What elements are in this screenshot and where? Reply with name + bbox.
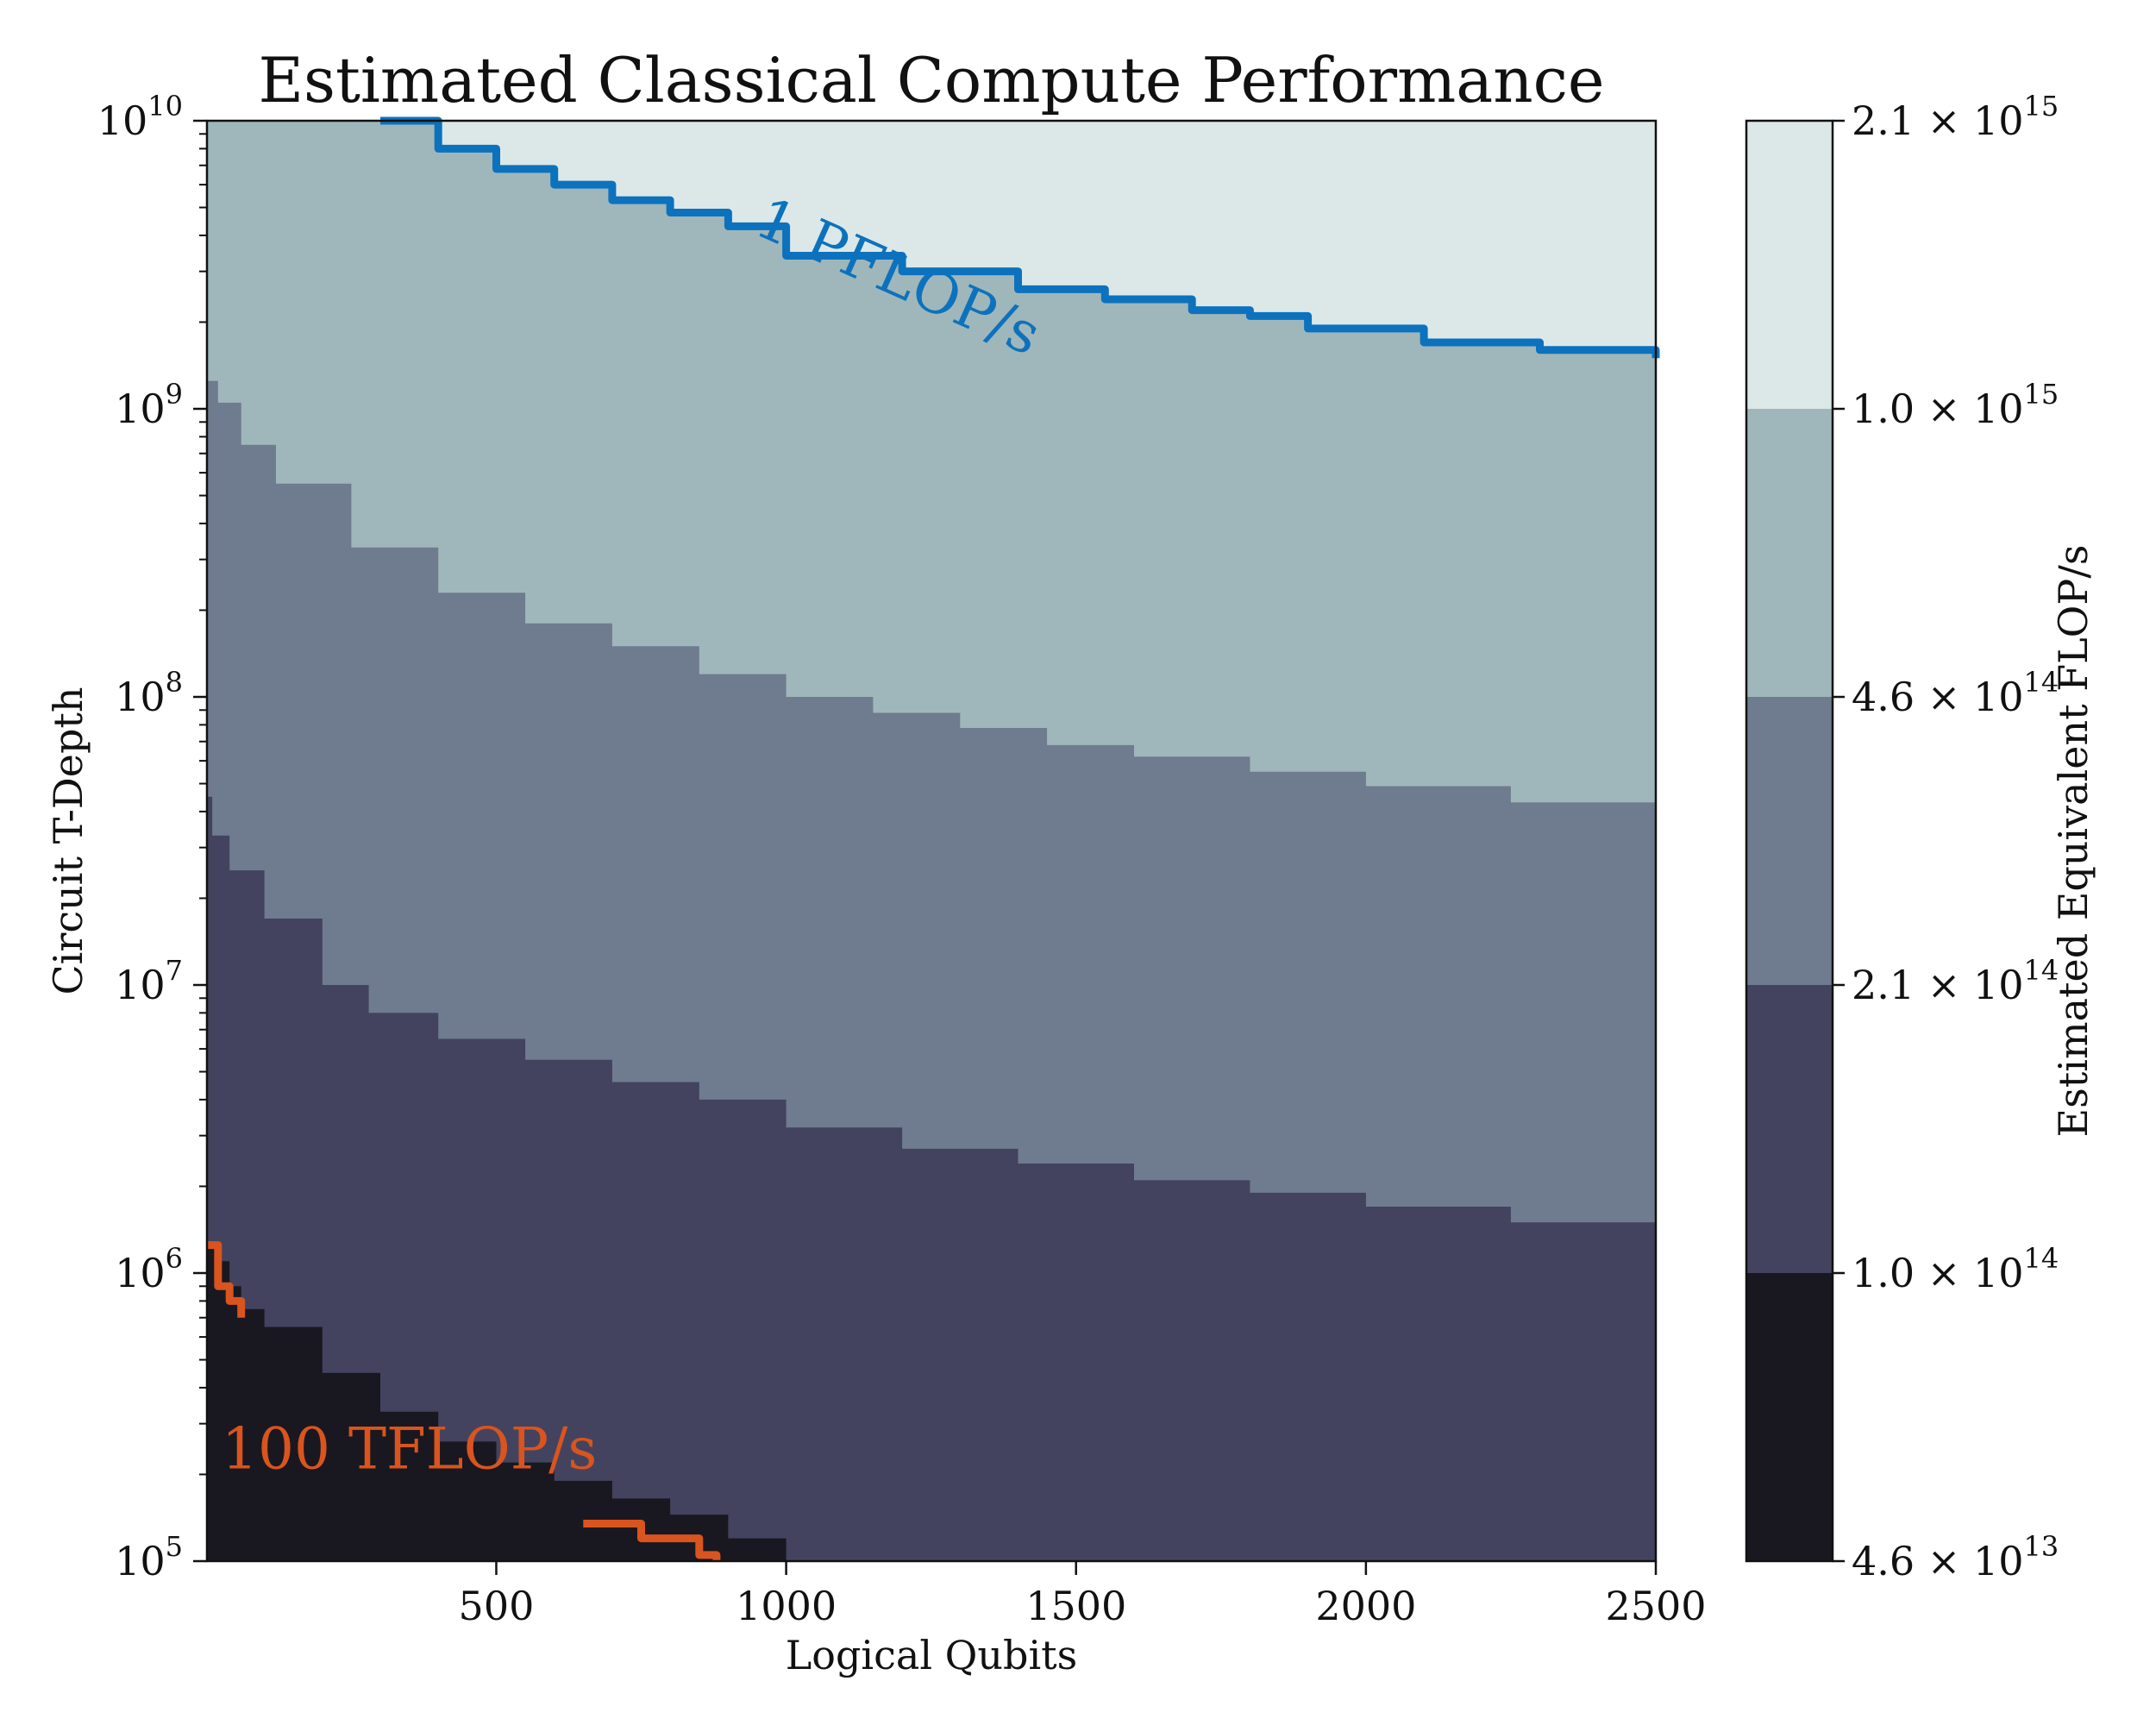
y-tick-label-1: 106 (115, 1242, 183, 1296)
colorbar: 4.6 × 1013 1.0 × 1014 2.1 × 1014 4.6 × 1014… (1745, 90, 2059, 1584)
colorbar-tick-label-2: 2.1 × 1014 (1852, 954, 2059, 1008)
y-tick-label-5: 1010 (97, 90, 183, 144)
y-tick-label-4: 109 (115, 378, 183, 432)
contour-label-1: 100 TFLOP/s (222, 1415, 597, 1482)
x-axis-ticks: 500 1000 1500 2000 2500 (459, 1561, 1707, 1629)
contour-line-0-0 (380, 116, 1660, 359)
colorbar-band-1 (1746, 985, 1833, 1273)
x-tick-label-2: 1500 (1025, 1583, 1126, 1629)
y-tick-label-3: 108 (115, 666, 183, 720)
contour-lines (207, 116, 1660, 1561)
colorbar-tick-label-4: 1.0 × 1015 (1852, 378, 2059, 432)
colorbar-tick-label-0: 4.6 × 1013 (1852, 1530, 2059, 1584)
colorbar-band-2 (1746, 697, 1833, 985)
contour-line-1-0 (207, 1241, 246, 1318)
colorbar-frame (1745, 119, 1834, 1563)
colorbar-band-3 (1746, 409, 1833, 697)
x-tick-label-4: 2500 (1605, 1583, 1706, 1629)
x-tick-label-0: 500 (459, 1583, 535, 1629)
x-tick-label-1: 1000 (736, 1583, 837, 1629)
colorbar-band-0 (1746, 1273, 1833, 1561)
contour-line-1-1 (583, 1520, 721, 1561)
colorbar-band-4 (1746, 121, 1833, 409)
plot-regions (207, 121, 1656, 1561)
y-axis-ticks: 105 106 107 108 109 1010 (97, 90, 207, 1584)
y-axis-label: Circuit T-Depth (45, 687, 91, 994)
colorbar-label: Estimated Equivalent FLOP/s (2050, 545, 2096, 1138)
x-axis-label: Logical Qubits (786, 1632, 1078, 1678)
colorbar-tick-label-1: 1.0 × 1014 (1852, 1242, 2059, 1296)
chart-title: Estimated Classical Compute Performance (258, 44, 1604, 116)
x-tick-label-3: 2000 (1315, 1583, 1416, 1629)
plot-frame (205, 119, 1658, 1563)
colorbar-tick-label-5: 2.1 × 1015 (1852, 90, 2059, 144)
y-tick-label-0: 105 (115, 1530, 183, 1584)
region-above-1.0e15 (380, 121, 1656, 359)
y-tick-label-2: 107 (115, 954, 183, 1008)
colorbar-tick-label-3: 4.6 × 1014 (1852, 666, 2059, 720)
